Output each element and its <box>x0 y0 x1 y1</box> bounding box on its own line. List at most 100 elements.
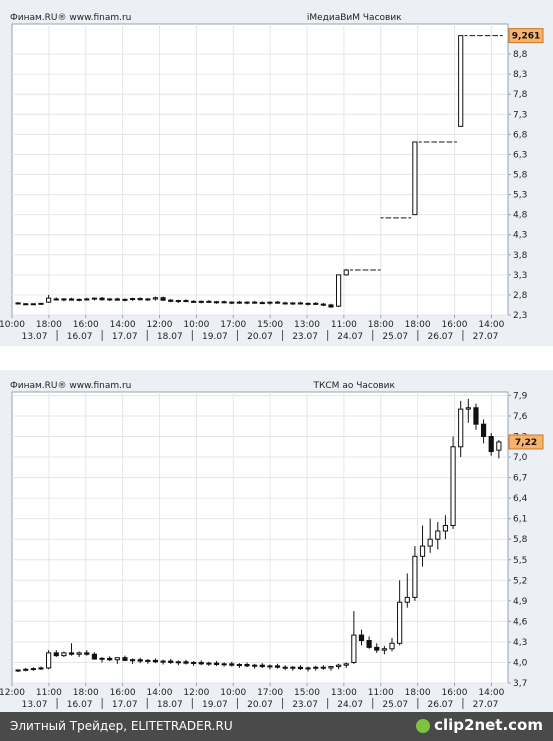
x-time-label: 18:00 <box>405 688 431 698</box>
candle-body <box>244 301 250 304</box>
candle-body <box>412 141 418 216</box>
candle-body <box>91 653 98 660</box>
candle-body <box>91 297 98 300</box>
x-time-label: 13:00 <box>294 320 320 330</box>
footer-caption: Элитный Трейдер, ELITETRADER.RU <box>10 719 233 733</box>
candle-body <box>381 648 387 651</box>
x-date-label: 16.07 <box>67 700 93 710</box>
y-tick-label: 5,2 <box>513 576 527 586</box>
candle-body <box>152 659 159 663</box>
x-date-label: 13.07 <box>22 332 48 342</box>
x-date-label: 23.07 <box>292 332 318 342</box>
x-time-label: 18:00 <box>405 320 431 330</box>
chart-bottom: 3,74,04,34,64,95,25,55,86,16,46,77,07,37… <box>0 381 544 710</box>
y-tick-label: 4,6 <box>513 617 528 627</box>
chart-title: ТКСМ ао Часовик <box>313 381 396 391</box>
clip2net-logo[interactable]: clip2net.com <box>416 716 543 734</box>
y-tick-label: 5,3 <box>513 191 527 201</box>
candle-body <box>282 302 288 305</box>
candle-body <box>252 664 258 667</box>
candle-body <box>15 302 21 305</box>
y-tick-label: 7,3 <box>513 110 527 120</box>
candle-body <box>320 303 326 306</box>
plot-area <box>11 391 509 684</box>
candle-body <box>442 525 449 532</box>
candle-body <box>236 301 242 304</box>
candle-body <box>450 446 456 527</box>
x-time-label: 14:00 <box>147 688 173 698</box>
source-label: Финам.RU® www.finam.ru <box>10 13 131 23</box>
candle-body <box>480 423 487 438</box>
x-time-label: 17:00 <box>257 688 283 698</box>
y-tick-label: 3,7 <box>513 679 527 689</box>
x-time-label: 18:00 <box>36 320 62 330</box>
chart-top: 2,3 2,8 3,3 3,8 4,3 4,8 5,3 5,8 6,3 6,8 7,3 7,8 8,3 8… <box>0 13 544 342</box>
last-price-label: 9,261 <box>512 32 540 42</box>
candle-body <box>290 666 296 669</box>
candle-body <box>168 299 174 302</box>
candle-body <box>358 634 365 642</box>
candle-body <box>404 596 410 603</box>
x-time-label: 13:00 <box>331 688 357 698</box>
x-date-label: 20.07 <box>247 700 273 710</box>
y-tick-label: 8,8 <box>513 50 528 60</box>
x-time-label: 17:00 <box>220 320 246 330</box>
candle-body <box>183 661 189 664</box>
y-tick-label: 3,3 <box>513 271 527 281</box>
candle-body <box>274 665 281 668</box>
x-date-label: 27.07 <box>473 332 499 342</box>
candle-body <box>198 300 204 303</box>
candle-body <box>274 301 281 304</box>
y-tick-label: 6,7 <box>513 474 527 484</box>
x-date-label: 24.07 <box>337 332 363 342</box>
candle-body <box>145 659 151 662</box>
candle-body <box>496 441 502 451</box>
candle-body <box>183 300 189 303</box>
candle-body <box>23 303 29 306</box>
candle-body <box>137 298 143 301</box>
candle-body <box>160 660 166 663</box>
candle-body <box>84 652 90 655</box>
candle-body <box>473 407 479 425</box>
x-date-label: 18.07 <box>157 332 183 342</box>
x-time-label: 15:00 <box>257 320 283 330</box>
y-tick-label: 2,8 <box>513 291 528 301</box>
candle-body <box>313 302 319 305</box>
candle-body <box>229 301 235 304</box>
candle-body <box>305 667 311 670</box>
candle-body <box>198 661 204 665</box>
candle-body <box>61 298 67 301</box>
x-date-label: 25.07 <box>382 332 408 342</box>
candle-body <box>343 269 349 276</box>
candle-body <box>389 642 395 650</box>
clip2net-logo-text: clip2net.com <box>434 716 543 734</box>
candle-body <box>68 652 75 655</box>
candle-body <box>23 668 29 671</box>
y-tick-label: 4,3 <box>513 231 527 241</box>
y-tick-label: 3,8 <box>513 251 528 261</box>
candle-body <box>122 298 128 301</box>
candle-body <box>343 663 349 666</box>
candle-body <box>129 298 136 301</box>
candle-body <box>53 652 59 657</box>
candle-body <box>99 297 105 301</box>
candle-body <box>465 407 471 410</box>
candle-body <box>76 652 82 655</box>
candle-body <box>84 298 90 301</box>
candle-body <box>46 652 52 669</box>
y-tick-label: 8,3 <box>513 70 527 80</box>
x-date-label: 13.07 <box>22 700 48 710</box>
y-tick-label: 6,3 <box>513 150 527 160</box>
candle-body <box>290 302 296 305</box>
candle-body <box>61 652 67 657</box>
candle-body <box>46 297 52 303</box>
y-tick-label: 7,8 <box>513 90 528 100</box>
candle-body <box>366 640 372 648</box>
candle-body <box>213 662 220 666</box>
chart-panel-top: 2,3 2,8 3,3 3,8 4,3 4,8 5,3 5,8 6,3 6,8 7,3 7,8 8,3 8… <box>0 0 553 346</box>
candle-body <box>107 657 113 661</box>
x-time-label: 15:00 <box>294 688 320 698</box>
candle-body <box>30 303 36 306</box>
y-tick-label: 7,6 <box>513 412 528 422</box>
x-date-label: 27.07 <box>473 700 499 710</box>
